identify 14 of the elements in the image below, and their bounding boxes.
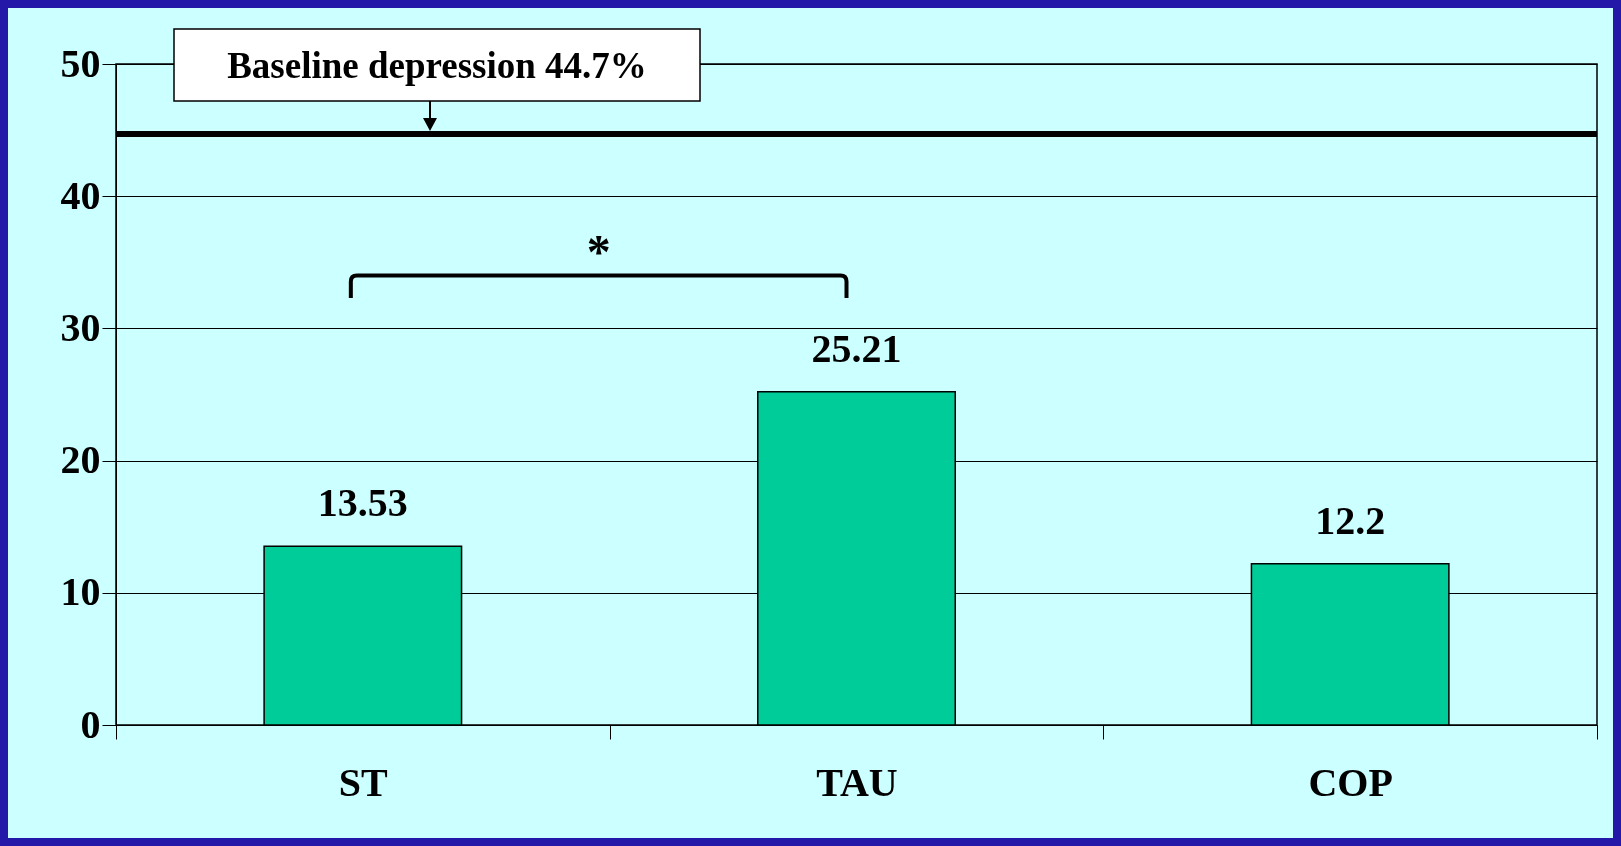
x-tick-label: ST [338, 759, 389, 805]
annotation: * [586, 224, 611, 278]
y-tick-label: 0 [80, 701, 101, 747]
x-tick-label: TAU [816, 759, 898, 805]
x-tick-label: COP [1308, 759, 1393, 805]
data-label: 25.21 [811, 325, 902, 371]
y-tick-label: 40 [60, 172, 101, 218]
y-tick-label: 30 [60, 304, 101, 350]
y-tick-label: 20 [60, 437, 101, 483]
data-label: 13.53 [317, 480, 408, 526]
ref-line-label: Baseline depression 44.7% [227, 45, 647, 86]
y-tick-label: 10 [60, 569, 101, 615]
y-tick-label: 50 [60, 40, 101, 86]
data-label: 12.2 [1315, 497, 1386, 543]
